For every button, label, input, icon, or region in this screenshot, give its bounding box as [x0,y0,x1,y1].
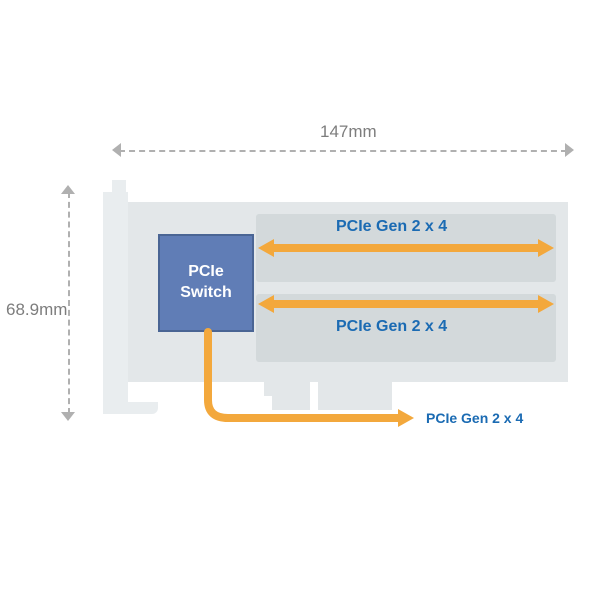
arrow-bottom-curve [0,0,600,600]
arrow-bottom-head [398,409,414,427]
lane-label-bottom: PCIe Gen 2 x 4 [426,410,523,426]
diagram-stage: 147mm 68.9mm PCIe Switch PCIe Gen 2 x 4 … [0,0,600,600]
